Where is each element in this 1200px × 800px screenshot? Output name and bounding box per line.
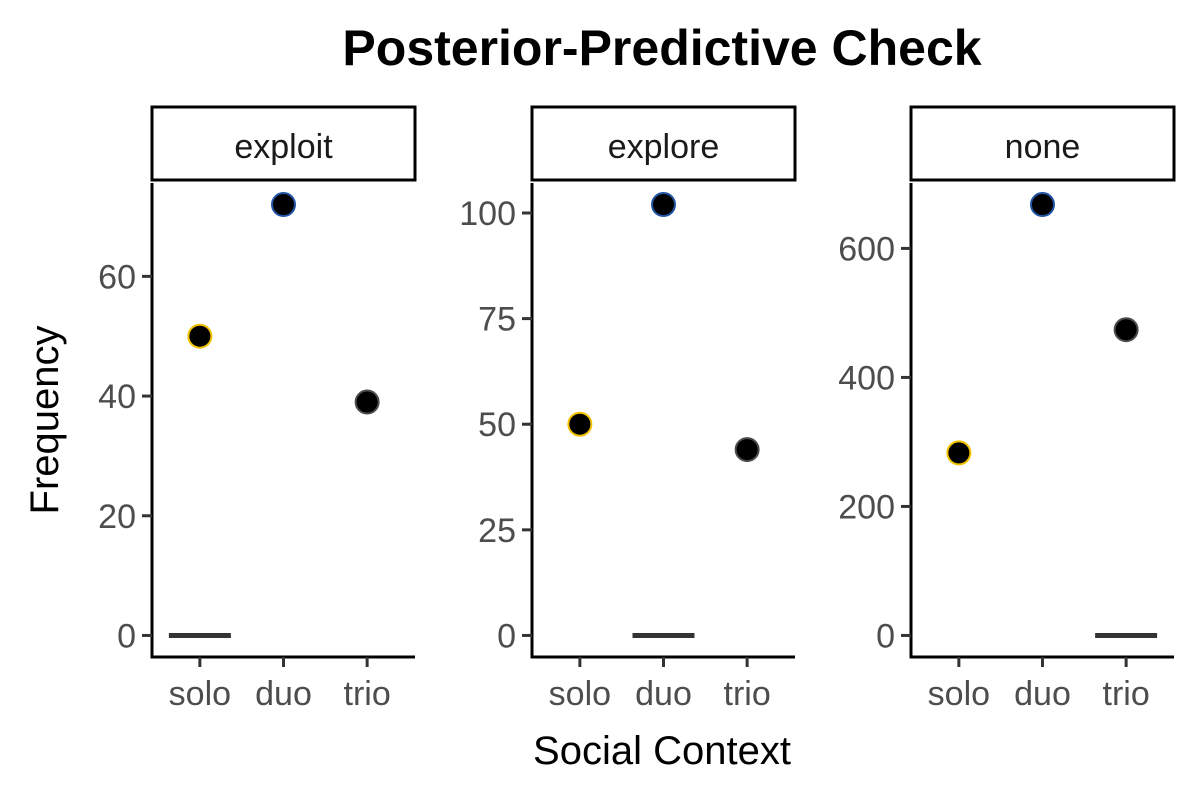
y-tick-label: 50: [478, 406, 516, 444]
data-point-solo: [567, 411, 593, 437]
y-tick-label: 25: [478, 512, 516, 550]
panel-exploit: exploit 0 20 40 60 solo duo trio: [98, 105, 417, 713]
x-tick-label: solo: [928, 675, 990, 713]
x-tick-label: trio: [724, 675, 771, 713]
x-tick-label: duo: [635, 675, 692, 713]
panel-none: none 0 200 400 600 solo duo trio: [838, 105, 1176, 713]
y-tick-label: 20: [98, 498, 136, 536]
data-point-trio: [1113, 317, 1139, 343]
y-tick-label: 200: [838, 488, 895, 526]
x-tick-label: duo: [1014, 675, 1071, 713]
data-point-solo: [946, 440, 972, 466]
x-tick-label: solo: [169, 675, 231, 713]
x-tick-label: solo: [549, 675, 611, 713]
y-tick-label: 600: [838, 230, 895, 268]
y-tick-label: 0: [876, 617, 895, 655]
x-tick-label: trio: [344, 675, 391, 713]
y-tick-label: 40: [98, 378, 136, 416]
x-tick-label: trio: [1103, 675, 1150, 713]
x-tick-label: duo: [255, 675, 312, 713]
chart-title: Posterior-Predictive Check: [342, 20, 981, 76]
y-tick-label: 0: [497, 617, 516, 655]
data-point-duo: [271, 192, 296, 218]
y-tick-label: 60: [98, 258, 136, 296]
data-point-duo: [1030, 192, 1055, 218]
panel-explore: explore 0 25 50 75 100 solo duo trio: [459, 105, 797, 713]
data-point-trio: [734, 437, 760, 463]
y-axis-title: Frequency: [23, 326, 67, 515]
x-axis-title: Social Context: [533, 729, 791, 773]
y-tick-label: 0: [117, 617, 136, 655]
facet-strip-label: explore: [608, 128, 720, 166]
facet-strip-label: none: [1005, 128, 1081, 166]
facet-strip: [909, 105, 1176, 182]
y-tick-label: 400: [838, 359, 895, 397]
data-point-solo: [187, 323, 213, 349]
facet-strip-label: exploit: [234, 128, 333, 166]
facet-strip: [150, 105, 417, 182]
facet-strip: [530, 105, 797, 182]
data-point-duo: [651, 192, 676, 218]
y-tick-label: 75: [478, 301, 516, 339]
y-tick-label: 100: [459, 195, 516, 233]
data-point-trio: [354, 389, 380, 415]
